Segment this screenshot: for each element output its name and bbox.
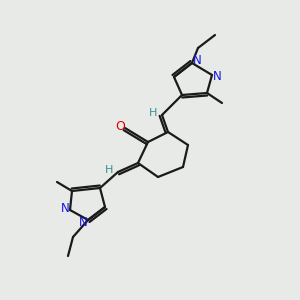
Text: N: N xyxy=(193,55,201,68)
Text: N: N xyxy=(61,202,69,214)
Text: H: H xyxy=(105,165,113,175)
Text: H: H xyxy=(149,108,157,118)
Text: O: O xyxy=(115,121,125,134)
Text: N: N xyxy=(213,70,221,83)
Text: N: N xyxy=(79,215,87,229)
